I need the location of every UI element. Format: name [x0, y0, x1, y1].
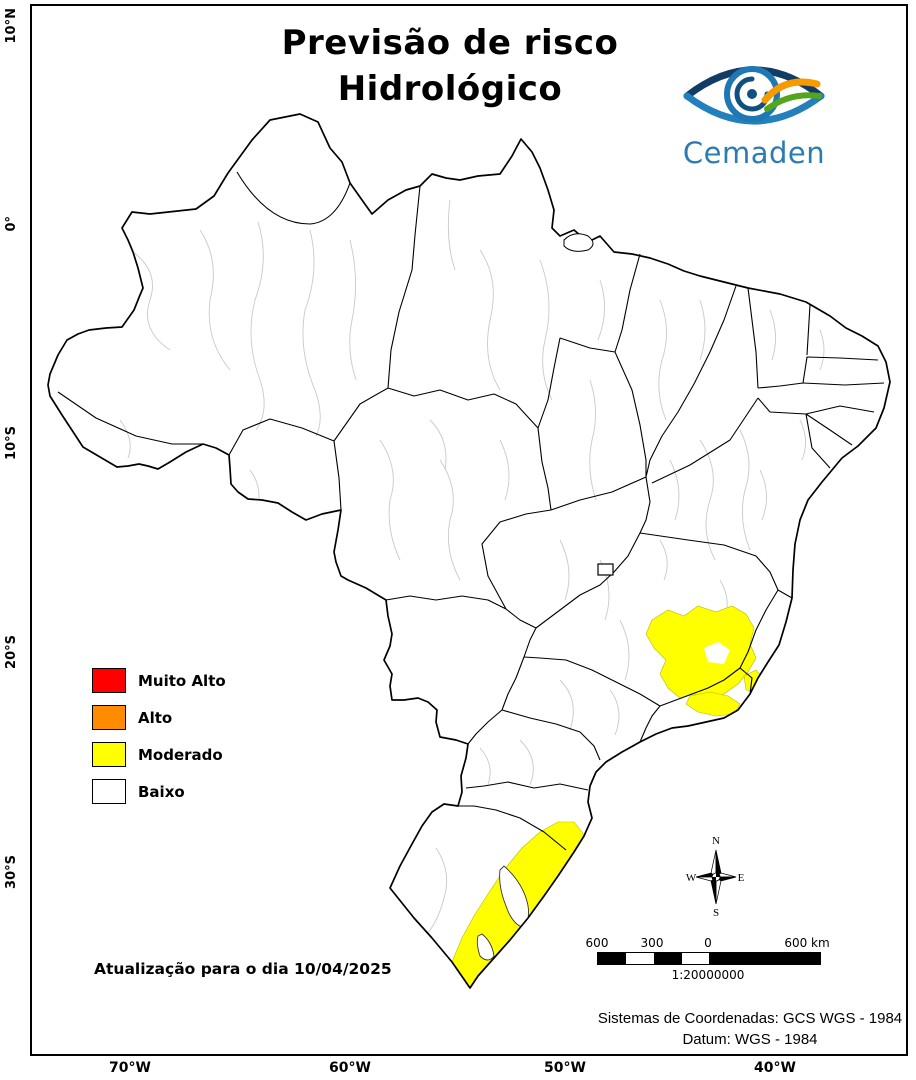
compass-rose-icon: N S W E	[686, 835, 745, 919]
cemaden-logo-text: Cemaden	[682, 136, 826, 170]
lagoa-mirim	[476, 933, 495, 961]
scale-ratio: 1:20000000	[671, 968, 745, 982]
legend-item-moderado: Moderado	[92, 742, 226, 767]
update-note: Atualização para o dia 10/04/2025	[94, 960, 392, 978]
scale-tick: 0	[704, 936, 712, 950]
lat-axis-label-0: 0°	[4, 216, 19, 232]
lon-axis-label-40w: 40°W	[754, 1060, 796, 1076]
lagoons	[476, 865, 529, 961]
marajo-island	[563, 233, 594, 252]
legend-item-muito-alto: Muito Alto	[92, 668, 226, 693]
legend-swatch-muito-alto	[92, 668, 126, 693]
brazil-fill	[48, 114, 890, 988]
lon-axis-label-70w: 70°W	[109, 1060, 151, 1076]
scale-tick: 600 km	[784, 936, 830, 950]
state-borders	[57, 171, 885, 851]
cemaden-logo: Cemaden	[664, 52, 844, 170]
datum-line: Datum: WGS - 1984	[682, 1031, 818, 1048]
compass-north-label: N	[712, 835, 720, 847]
title-line-1: Previsão de risco	[281, 23, 619, 63]
lat-axis-label-20s: 20°S	[4, 635, 19, 669]
brazil-outline	[47, 113, 891, 989]
scale-tick: 300	[640, 936, 664, 950]
distrito-federal	[597, 563, 614, 576]
legend-item-alto: Alto	[92, 705, 226, 730]
legend-label: Muito Alto	[138, 671, 226, 690]
compass-south-label: S	[713, 907, 719, 919]
title-line-2: Hidrológico	[337, 69, 563, 109]
lat-axis-label-10n: 10°N	[4, 8, 19, 44]
legend-label: Alto	[138, 708, 173, 727]
legend-swatch-baixo	[92, 779, 126, 804]
scale-bar-graphic	[597, 952, 821, 965]
scale-tick: 600	[585, 936, 609, 950]
legend-swatch-moderado	[92, 742, 126, 767]
lat-axis-label-30s: 30°S	[4, 855, 19, 889]
lon-axis-label-50w: 50°W	[544, 1060, 586, 1076]
legend-label: Baixo	[138, 782, 185, 801]
map-frame	[30, 4, 908, 1056]
cemaden-eye-icon	[683, 66, 825, 125]
legend-label: Moderado	[138, 745, 223, 764]
lat-axis-label-10s: 10°S	[4, 426, 19, 460]
compass-west-label: W	[686, 872, 697, 884]
coords-line: Sistemas de Coordenadas: GCS WGS - 1984	[597, 1010, 903, 1027]
scale-bar: 600 300 0 600 km 1:20000000	[585, 936, 830, 982]
legend-item-baixo: Baixo	[92, 779, 226, 804]
risk-region-hole	[704, 642, 730, 664]
risk-legend: Muito Alto Alto Moderado Baixo	[92, 668, 226, 816]
page-title: Previsão de risco Hidrológico	[150, 20, 750, 112]
coordinate-system-info: Sistemas de Coordenadas: GCS WGS - 1984 …	[575, 1008, 916, 1050]
compass-east-label: E	[738, 872, 745, 884]
lon-axis-label-60w: 60°W	[329, 1060, 371, 1076]
subregion-borders	[119, 199, 825, 939]
legend-swatch-alto	[92, 705, 126, 730]
scale-bar-labels: 600 300 0 600 km	[585, 936, 830, 951]
